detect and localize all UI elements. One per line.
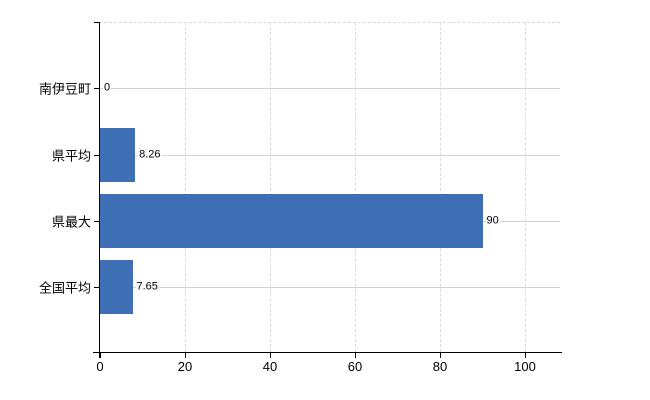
grid-line-vertical xyxy=(525,22,526,352)
category-label: 県平均 xyxy=(51,148,91,164)
bar-value-label: 7.65 xyxy=(135,280,159,294)
grid-line-vertical xyxy=(270,22,271,352)
bar xyxy=(100,194,483,248)
x-axis-tick xyxy=(185,352,186,358)
category-label: 南伊豆町 xyxy=(38,81,91,97)
y-axis-tick xyxy=(94,287,99,288)
x-axis-tick xyxy=(100,352,101,358)
y-axis-tick xyxy=(94,221,99,222)
bar-value-label: 90 xyxy=(485,214,500,228)
y-axis-tick xyxy=(94,22,99,23)
bar xyxy=(100,128,135,182)
grid-line-horizontal xyxy=(99,88,560,89)
grid-line-horizontal xyxy=(99,155,560,156)
x-tick-label: 0 xyxy=(96,359,104,374)
x-tick-label: 20 xyxy=(177,359,193,374)
plot-top-border xyxy=(99,22,560,23)
bar-value-label: 8.26 xyxy=(138,148,162,162)
x-axis-tick xyxy=(440,352,441,358)
bar xyxy=(100,260,133,314)
y-axis-tick xyxy=(94,88,99,89)
x-axis-tick xyxy=(270,352,271,358)
category-label: 全国平均 xyxy=(38,280,91,296)
x-tick-label: 100 xyxy=(514,359,536,374)
x-tick-label: 40 xyxy=(262,359,278,374)
x-axis-tick xyxy=(525,352,526,358)
category-label: 県最大 xyxy=(51,214,91,230)
y-axis-tick xyxy=(94,155,99,156)
x-tick-label: 60 xyxy=(347,359,363,374)
grid-line-horizontal xyxy=(99,287,560,288)
x-axis-tick xyxy=(355,352,356,358)
x-tick-label: 80 xyxy=(432,359,448,374)
grid-line-vertical xyxy=(185,22,186,352)
x-axis-line xyxy=(93,352,562,353)
grid-line-vertical xyxy=(355,22,356,352)
bar-value-label: 0 xyxy=(103,81,112,95)
y-axis-line xyxy=(99,22,100,358)
grid-line-vertical xyxy=(440,22,441,352)
